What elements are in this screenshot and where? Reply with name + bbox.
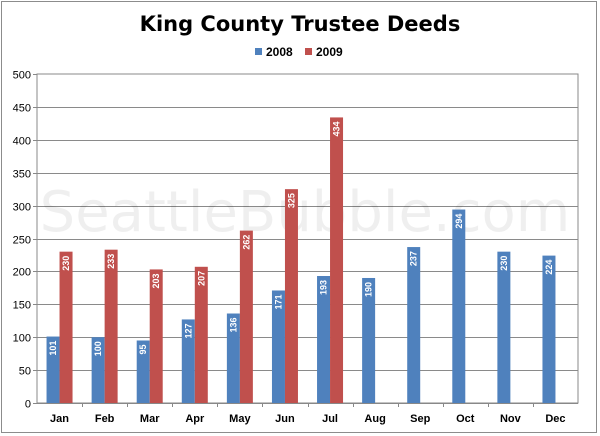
y-tick-label: 350 xyxy=(13,169,31,181)
watermark: SeattleBubble.com xyxy=(40,180,571,245)
y-tick-label: 300 xyxy=(13,202,31,214)
bar-2008-nov xyxy=(497,251,511,403)
y-tick-label: 250 xyxy=(13,235,31,247)
y-tick-label: 450 xyxy=(13,103,31,115)
x-tick-label: Feb xyxy=(95,413,115,425)
data-label: 136 xyxy=(228,318,238,333)
data-label: 171 xyxy=(273,294,283,309)
bar-2008-jul xyxy=(317,276,331,403)
data-label: 294 xyxy=(454,214,464,229)
legend-label-2009: 2009 xyxy=(316,45,343,59)
data-labels: 101 230 100 233 95 203 127 207 136 262 171 325 193 43… xyxy=(48,121,554,356)
bar-2009-mar xyxy=(149,269,163,403)
bar-2008-oct xyxy=(452,209,466,403)
x-tick-label: Jun xyxy=(275,413,295,425)
legend-label-2008: 2008 xyxy=(266,45,293,59)
legend-swatch-2009 xyxy=(305,48,312,55)
chart-title: King County Trustee Deeds xyxy=(140,12,461,36)
bar-2009-may xyxy=(239,230,253,403)
bar-2009-apr xyxy=(194,266,208,403)
data-label: 224 xyxy=(544,260,554,275)
x-tick-label: May xyxy=(229,413,251,425)
data-label: 101 xyxy=(48,341,58,356)
bar-2008-feb xyxy=(91,337,105,403)
bar-2008-sep xyxy=(407,247,421,403)
bar-2008-apr xyxy=(181,319,195,403)
x-tick-label: Jan xyxy=(50,413,69,425)
bar-2009-jul xyxy=(330,117,344,403)
data-label: 100 xyxy=(93,341,103,356)
x-tick-label: Jul xyxy=(322,413,338,425)
data-label: 203 xyxy=(151,273,161,288)
y-tick-label: 500 xyxy=(13,70,31,82)
data-label: 325 xyxy=(286,193,296,208)
data-label: 230 xyxy=(61,256,71,271)
bar-2008-may xyxy=(226,313,240,403)
data-label: 233 xyxy=(106,254,116,269)
legend-swatch-2008 xyxy=(255,48,262,55)
bars xyxy=(46,117,556,403)
axes: 0 50 100 150 200 250 300 350 400 450 500 Jan Feb Mar A… xyxy=(13,70,578,425)
bar-2009-jan xyxy=(59,251,73,403)
x-tick-label: Apr xyxy=(185,413,205,425)
y-tick-label: 400 xyxy=(13,136,31,148)
y-tick-label: 200 xyxy=(13,267,31,279)
x-tick-label: Aug xyxy=(364,413,385,425)
data-label: 207 xyxy=(196,271,206,286)
data-label: 190 xyxy=(364,282,374,297)
y-tick-label: 150 xyxy=(13,300,31,312)
data-label: 434 xyxy=(332,121,342,136)
bar-2009-feb xyxy=(104,249,118,403)
data-label: 237 xyxy=(409,251,419,266)
data-label: 127 xyxy=(183,323,193,338)
bar-2008-jun xyxy=(271,290,285,403)
data-label: 193 xyxy=(319,280,329,295)
bar-2008-mar xyxy=(136,340,150,403)
legend: 2008 2009 xyxy=(255,45,343,59)
bar-2008-aug xyxy=(362,277,376,403)
x-tick-label: Mar xyxy=(140,413,160,425)
bar-2008-dec xyxy=(542,255,556,403)
x-tick-label: Oct xyxy=(456,413,475,425)
y-tick-label: 100 xyxy=(13,333,31,345)
y-tick-label: 0 xyxy=(25,399,31,411)
x-tick-label: Nov xyxy=(500,413,522,425)
data-label: 230 xyxy=(499,256,509,271)
x-tick-label: Sep xyxy=(410,413,430,425)
x-tick-label: Dec xyxy=(545,413,565,425)
data-label: 95 xyxy=(138,344,148,354)
bar-2008-jan xyxy=(46,336,60,403)
data-label: 262 xyxy=(241,235,251,250)
bar-2009-jun xyxy=(284,189,298,403)
y-tick-label: 50 xyxy=(19,366,31,378)
